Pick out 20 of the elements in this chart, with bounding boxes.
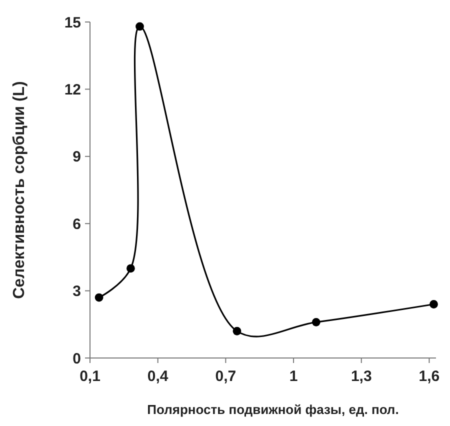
point bbox=[94, 293, 104, 302]
x-tick-label: 1,3 bbox=[350, 368, 372, 385]
y-tick-label: 0 bbox=[72, 350, 81, 368]
x-tick-label: 1,6 bbox=[418, 368, 440, 385]
y-tick-label: 12 bbox=[64, 81, 81, 98]
y-tick-label: 6 bbox=[72, 216, 81, 233]
point bbox=[126, 264, 135, 273]
x-tick-label: 1 bbox=[289, 368, 298, 385]
x-tick-label: 0,1 bbox=[80, 368, 100, 385]
x-tick-label: 0,7 bbox=[215, 368, 236, 385]
point bbox=[312, 318, 320, 326]
x-axis-title: Полярность подвижной фазы, ед. пол. bbox=[147, 402, 399, 417]
y-tick-label: 15 bbox=[64, 14, 81, 32]
point bbox=[232, 326, 242, 336]
x-tick-label: 0,4 bbox=[147, 368, 169, 385]
point bbox=[430, 300, 438, 308]
y-tick-label: 3 bbox=[72, 283, 81, 300]
point bbox=[136, 22, 144, 31]
y-axis-title: Селективность сорбции (L) bbox=[11, 81, 28, 299]
y-tick-label: 9 bbox=[72, 148, 81, 166]
